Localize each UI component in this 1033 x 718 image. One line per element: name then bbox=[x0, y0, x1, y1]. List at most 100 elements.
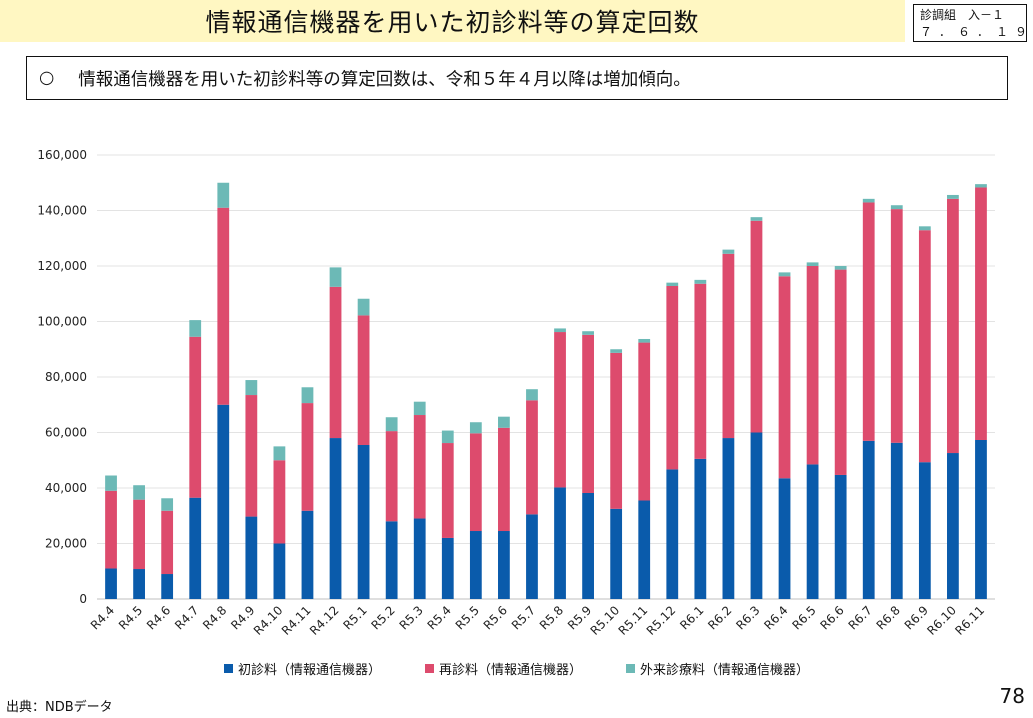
bar-segment bbox=[834, 266, 847, 270]
bar-segment bbox=[610, 352, 623, 509]
bar-segment bbox=[161, 574, 174, 599]
bar-segment bbox=[806, 266, 819, 465]
bar-segment bbox=[441, 430, 454, 444]
bar-segment bbox=[806, 262, 819, 266]
bar-segment bbox=[610, 508, 623, 599]
x-tick-label: R5.2 bbox=[368, 603, 397, 632]
bar-segment bbox=[862, 440, 875, 599]
x-tick-label: R4.6 bbox=[144, 603, 173, 632]
bar-segment bbox=[554, 487, 566, 599]
summary-text: 情報通信機器を用いた初診料等の算定回数は、令和５年４月以降は増加傾向。 bbox=[78, 69, 691, 90]
x-tick-label: R6.2 bbox=[705, 603, 734, 632]
bar-segment bbox=[133, 569, 145, 599]
x-tick-label: R6.11 bbox=[952, 603, 987, 638]
bar-segment bbox=[750, 217, 763, 221]
y-tick-label: 80,000 bbox=[45, 370, 87, 384]
summary-box: ○ 情報通信機器を用いた初診料等の算定回数は、令和５年４月以降は増加傾向。 bbox=[26, 56, 1008, 100]
bar-segment bbox=[666, 282, 679, 286]
bar-segment bbox=[582, 492, 594, 599]
x-tick-label: R5.8 bbox=[537, 603, 566, 632]
bar-segment bbox=[105, 475, 117, 491]
legend-item: 再診料（情報通信機器） bbox=[424, 659, 582, 678]
bar-segment bbox=[918, 226, 931, 231]
bar-segment bbox=[806, 464, 819, 599]
bar-segment bbox=[301, 403, 314, 511]
bar-segment bbox=[385, 417, 398, 432]
x-tick-label: R4.8 bbox=[200, 603, 229, 632]
x-tick-label: R6.10 bbox=[924, 603, 959, 638]
legend-item: 初診料（情報通信機器） bbox=[223, 659, 381, 678]
legend-swatch bbox=[424, 664, 434, 673]
legend-item: 外来診療料（情報通信機器） bbox=[626, 659, 809, 678]
bar-segment bbox=[469, 422, 482, 434]
page-title: 情報通信機器を用いた初診料等の算定回数 bbox=[205, 8, 700, 37]
x-tick-label: R5.3 bbox=[397, 603, 426, 632]
x-tick-label: R6.3 bbox=[733, 603, 762, 632]
bar-segment bbox=[666, 469, 679, 599]
bar-segment bbox=[554, 328, 566, 333]
x-tick-label: R5.7 bbox=[509, 603, 538, 632]
bar-segment bbox=[526, 514, 538, 599]
y-tick-label: 160,000 bbox=[37, 148, 87, 162]
bar-segment bbox=[582, 334, 594, 493]
bar-segment bbox=[357, 298, 370, 316]
x-tick-label: R5.12 bbox=[644, 603, 679, 638]
summary-bullet: ○ bbox=[39, 68, 55, 88]
bar-segment bbox=[217, 404, 230, 599]
bar-segment bbox=[357, 444, 370, 599]
bar-segment bbox=[862, 198, 875, 203]
legend-label: 初診料（情報通信機器） bbox=[237, 663, 381, 678]
bar-segment bbox=[273, 446, 286, 461]
bar-segment bbox=[778, 276, 791, 479]
x-tick-label: R4.7 bbox=[172, 603, 201, 632]
bar-segment bbox=[329, 438, 342, 599]
bar-segment bbox=[161, 498, 174, 511]
bar-segment bbox=[133, 485, 145, 500]
bar-segment bbox=[498, 427, 510, 532]
bar-segment bbox=[301, 387, 314, 404]
bar-segment bbox=[189, 336, 202, 498]
y-tick-label: 120,000 bbox=[37, 259, 87, 273]
bar-segment bbox=[526, 389, 538, 401]
bar-segment bbox=[778, 272, 791, 277]
y-tick-label: 40,000 bbox=[45, 481, 87, 495]
bar-segment bbox=[245, 516, 258, 599]
x-tick-label: R5.10 bbox=[588, 603, 623, 638]
y-tick-label: 60,000 bbox=[45, 426, 87, 440]
bar-segment bbox=[329, 286, 342, 439]
bar-segment bbox=[357, 315, 370, 445]
bar-segment bbox=[638, 342, 651, 501]
bar-segment bbox=[385, 521, 398, 599]
x-tick-label: R6.5 bbox=[789, 603, 818, 632]
bar-segment bbox=[441, 443, 454, 538]
bar-segment bbox=[610, 349, 623, 353]
bar-segment bbox=[722, 438, 735, 599]
x-tick-label: R4.4 bbox=[88, 603, 117, 632]
bar-segment bbox=[413, 415, 426, 519]
legend-label: 外来診療料（情報通信機器） bbox=[640, 663, 810, 678]
bar-segment bbox=[750, 220, 763, 433]
bar-segment bbox=[722, 249, 735, 254]
bar-segment bbox=[834, 474, 847, 599]
bar-segment bbox=[105, 568, 117, 599]
x-tick-label: R6.6 bbox=[817, 603, 846, 632]
bar-segment bbox=[947, 453, 959, 599]
bar-segment bbox=[413, 518, 426, 599]
y-tick-label: 0 bbox=[79, 592, 87, 606]
bar-segment bbox=[694, 283, 707, 459]
chart-legend: 初診料（情報通信機器） 再診料（情報通信機器） 外来診療料（情報通信機器） bbox=[0, 659, 1033, 678]
bar-segment bbox=[245, 380, 258, 396]
bar-segment bbox=[666, 285, 679, 470]
page-number: 78 bbox=[999, 684, 1025, 708]
bar-segment bbox=[778, 478, 791, 599]
bar-segment bbox=[498, 416, 510, 428]
bar-segment bbox=[105, 490, 117, 569]
bar-segment bbox=[217, 207, 230, 405]
bar-segment bbox=[694, 279, 707, 284]
x-tick-label: R4.5 bbox=[116, 603, 145, 632]
x-tick-label: R6.1 bbox=[677, 603, 706, 632]
bar-segment bbox=[918, 230, 931, 463]
bar-segment bbox=[890, 205, 903, 210]
source-note: 出典：NDBデータ bbox=[6, 700, 113, 715]
y-tick-label: 100,000 bbox=[37, 315, 87, 329]
